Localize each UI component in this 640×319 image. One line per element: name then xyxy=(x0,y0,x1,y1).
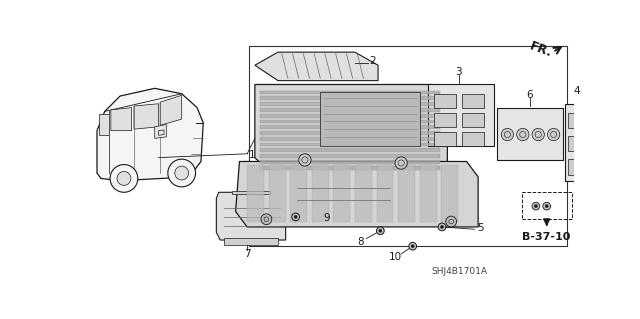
Polygon shape xyxy=(291,165,307,221)
Text: 9: 9 xyxy=(323,213,330,224)
Text: 6: 6 xyxy=(527,90,533,100)
Text: 7: 7 xyxy=(244,249,250,259)
Polygon shape xyxy=(155,124,166,138)
Circle shape xyxy=(438,223,446,231)
Circle shape xyxy=(501,128,513,141)
Polygon shape xyxy=(312,165,329,221)
Polygon shape xyxy=(260,131,440,135)
Polygon shape xyxy=(565,104,588,181)
Circle shape xyxy=(379,229,382,232)
Polygon shape xyxy=(420,165,436,221)
Polygon shape xyxy=(435,132,456,146)
Polygon shape xyxy=(255,52,378,81)
Circle shape xyxy=(532,128,545,141)
Polygon shape xyxy=(441,165,458,221)
Polygon shape xyxy=(497,108,563,160)
Polygon shape xyxy=(260,102,440,106)
Polygon shape xyxy=(462,132,484,146)
Text: 4: 4 xyxy=(573,86,580,96)
Polygon shape xyxy=(398,165,415,221)
Circle shape xyxy=(261,214,272,225)
Polygon shape xyxy=(97,88,204,181)
Polygon shape xyxy=(247,165,264,221)
Polygon shape xyxy=(568,136,586,152)
Polygon shape xyxy=(260,114,440,118)
Text: 8: 8 xyxy=(357,237,364,247)
Polygon shape xyxy=(355,165,372,221)
Polygon shape xyxy=(320,92,420,146)
Polygon shape xyxy=(260,125,440,129)
Circle shape xyxy=(168,159,196,187)
Circle shape xyxy=(294,215,297,219)
Polygon shape xyxy=(255,85,447,173)
Circle shape xyxy=(547,128,560,141)
Text: 3: 3 xyxy=(456,67,462,77)
Polygon shape xyxy=(224,239,278,245)
Polygon shape xyxy=(568,113,586,128)
Circle shape xyxy=(409,242,417,250)
Circle shape xyxy=(532,202,540,210)
Polygon shape xyxy=(435,113,456,127)
Polygon shape xyxy=(134,104,159,129)
Polygon shape xyxy=(462,94,484,108)
Polygon shape xyxy=(260,148,440,152)
Circle shape xyxy=(411,245,414,248)
Polygon shape xyxy=(269,165,285,221)
Polygon shape xyxy=(236,161,478,227)
Text: FR.: FR. xyxy=(528,40,554,60)
Polygon shape xyxy=(435,94,456,108)
Text: 5: 5 xyxy=(477,223,484,233)
Circle shape xyxy=(534,204,538,208)
Polygon shape xyxy=(99,114,109,135)
Text: 1: 1 xyxy=(249,150,256,160)
Polygon shape xyxy=(260,108,440,112)
Circle shape xyxy=(446,216,456,227)
Polygon shape xyxy=(568,159,586,174)
Polygon shape xyxy=(216,192,285,240)
Circle shape xyxy=(110,165,138,192)
Circle shape xyxy=(545,204,548,208)
Circle shape xyxy=(292,213,300,221)
Polygon shape xyxy=(428,85,493,146)
Text: SHJ4B1701A: SHJ4B1701A xyxy=(431,267,487,276)
Text: 10: 10 xyxy=(389,252,403,262)
Circle shape xyxy=(516,128,529,141)
Circle shape xyxy=(376,227,384,235)
Polygon shape xyxy=(260,160,440,164)
Polygon shape xyxy=(260,154,440,158)
Polygon shape xyxy=(260,120,440,123)
Circle shape xyxy=(117,172,131,185)
Polygon shape xyxy=(260,143,440,146)
Text: B-37-10: B-37-10 xyxy=(522,232,571,242)
Bar xyxy=(522,192,572,219)
Polygon shape xyxy=(260,166,440,170)
Circle shape xyxy=(175,166,189,180)
Polygon shape xyxy=(160,95,182,125)
Circle shape xyxy=(543,202,550,210)
Circle shape xyxy=(299,154,311,166)
Polygon shape xyxy=(333,165,350,221)
Polygon shape xyxy=(260,137,440,141)
Circle shape xyxy=(395,157,407,169)
Text: 2: 2 xyxy=(369,56,376,66)
Polygon shape xyxy=(232,191,270,194)
Polygon shape xyxy=(376,165,394,221)
Polygon shape xyxy=(111,108,132,131)
Polygon shape xyxy=(462,113,484,127)
Polygon shape xyxy=(260,91,440,94)
Circle shape xyxy=(440,226,444,228)
Polygon shape xyxy=(260,96,440,100)
